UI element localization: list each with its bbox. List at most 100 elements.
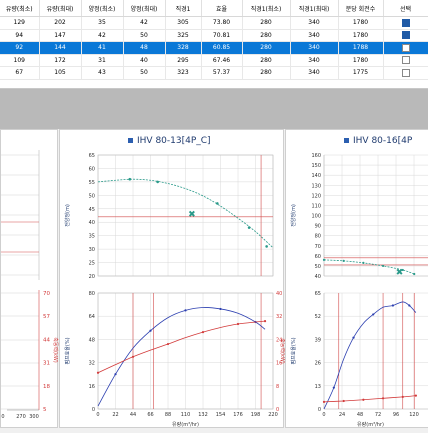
column-header[interactable]: 유량(최대)	[39, 0, 82, 17]
y2-tick-label: 44	[43, 337, 50, 343]
table-cell: 40	[123, 54, 166, 67]
x-tick-label: 48	[357, 412, 363, 418]
y-tick-label: 52	[315, 314, 321, 320]
y-tick-label: 110	[311, 203, 321, 209]
table-row[interactable]: 129 202 35 42 305 73.80 280 340 1780	[0, 16, 428, 30]
column-header[interactable]: 직경1	[165, 0, 202, 17]
y-tick-label: 80	[315, 234, 321, 240]
y-axis-label: 펌프효율(%)	[290, 337, 297, 364]
y-tick-label: 32	[89, 361, 95, 367]
table-row[interactable]: 67 105 43 50 323 57.37 280 340 1775	[0, 66, 428, 80]
table-cell: 1780	[338, 16, 384, 30]
y-axis-label: 전양정(m)	[64, 204, 71, 227]
table-cell: 42	[81, 29, 124, 42]
y-tick-label: 40	[315, 274, 321, 280]
column-header[interactable]: 선택	[383, 0, 428, 17]
column-header[interactable]: 효율	[201, 0, 243, 17]
plot-frame	[97, 292, 274, 410]
table-cell: 280	[242, 29, 291, 42]
data-point	[322, 400, 326, 403]
data-point	[247, 226, 251, 229]
table-cell: 1775	[338, 66, 384, 80]
chart-title-text: IHV 80-16[4P	[353, 136, 413, 146]
data-point	[401, 395, 404, 398]
column-header[interactable]: 직경1(최대)	[290, 0, 339, 17]
data-point	[352, 336, 355, 339]
column-header[interactable]: 유량(최소)	[0, 0, 40, 17]
pump-results-table: 유량(최소) 유량(최대) 양정(최소) 양정(최대) 직경1 효율 직경1(최소) 직경1(…	[0, 0, 428, 80]
y-tick-label: 40	[276, 291, 282, 297]
y-tick-label: 39	[315, 337, 321, 343]
table-cell: 1780	[338, 29, 384, 42]
data-point	[332, 386, 335, 389]
data-point	[156, 180, 159, 184]
right-chart-svg: ✖160150140130120110100908070605040전양정(m)…	[290, 153, 428, 428]
y-tick-label: 60	[315, 254, 321, 260]
x-tick-label: 132	[198, 412, 208, 418]
table-row[interactable]: 92 144 41 48 328 60.85 280 340 1788	[0, 41, 428, 55]
results-grid: 유량(최소) 유량(최대) 양정(최소) 양정(최대) 직경1 효율 직경1(최소) 직경1(…	[0, 0, 428, 89]
column-header[interactable]: 양정(최소)	[81, 0, 124, 17]
data-point	[184, 309, 187, 312]
table-cell: 48	[123, 41, 166, 55]
select-checkbox[interactable]	[401, 18, 410, 27]
power-curve	[323, 395, 416, 403]
data-point	[401, 268, 404, 272]
select-cell	[383, 54, 428, 67]
data-point	[131, 355, 135, 358]
table-cell: 305	[165, 16, 202, 30]
select-checkbox[interactable]	[401, 43, 410, 52]
power-curve	[97, 320, 266, 374]
y-tick-label: 120	[311, 193, 321, 199]
data-point	[372, 313, 375, 316]
data-point	[322, 258, 326, 261]
y2-tick-label: 5	[43, 407, 47, 413]
table-cell: 42	[123, 16, 166, 30]
table-cell: 129	[0, 16, 40, 30]
y-tick-label: 65	[315, 291, 321, 297]
column-header[interactable]: 양정(최대)	[123, 0, 166, 17]
y-tick-label: 130	[311, 183, 321, 189]
y-tick-label: 60	[89, 166, 95, 172]
table-cell: 340	[290, 54, 339, 67]
x-tick-label: 300	[29, 414, 39, 420]
data-point	[391, 304, 395, 307]
y-tick-label: 8	[276, 384, 279, 390]
select-cell	[383, 66, 428, 80]
table-cell: 43	[81, 66, 124, 80]
table-cell: 172	[39, 54, 82, 67]
table-cell: 323	[165, 66, 202, 80]
data-point	[216, 202, 219, 205]
table-cell: 109	[0, 54, 40, 67]
y2-tick-label: 18	[43, 384, 50, 390]
data-point	[263, 320, 267, 323]
x-tick-label: 96	[393, 412, 399, 418]
table-row[interactable]: 109 172 31 40 295 67.46 280 340 1780	[0, 54, 428, 67]
y-tick-label: 25	[89, 261, 95, 267]
y-tick-label: 140	[311, 173, 321, 179]
y-tick-label: 55	[89, 180, 95, 186]
column-header[interactable]: 직경1(최소)	[242, 0, 291, 17]
table-header-row: 유량(최소) 유량(최대) 양정(최소) 양정(최대) 직경1 효율 직경1(최소) 직경1(…	[0, 0, 428, 17]
table-row[interactable]: 94 147 42 50 325 70.81 280 340 1780	[0, 29, 428, 42]
y-tick-label: 50	[315, 264, 321, 270]
data-point	[362, 398, 365, 401]
x-tick-label: 0	[1, 414, 4, 420]
y-tick-label: 40	[89, 220, 95, 226]
table-cell: 94	[0, 29, 40, 42]
y-tick-label: 50	[89, 193, 95, 199]
operating-point-marker: ✖	[188, 210, 196, 220]
y-tick-label: 0	[318, 407, 321, 413]
x-tick-label: 0	[96, 412, 99, 418]
y-tick-label: 160	[311, 153, 321, 159]
x-tick-label: 22	[112, 412, 118, 418]
data-point	[381, 264, 385, 268]
select-checkbox[interactable]	[401, 31, 410, 40]
column-header[interactable]: 분당 회전수	[338, 0, 384, 17]
table-cell: 340	[290, 66, 339, 80]
table-cell: 280	[242, 16, 291, 30]
y-tick-label: 64	[89, 314, 95, 320]
table-cell: 60.85	[201, 41, 243, 55]
select-checkbox[interactable]	[401, 56, 410, 65]
select-checkbox[interactable]	[401, 68, 410, 77]
